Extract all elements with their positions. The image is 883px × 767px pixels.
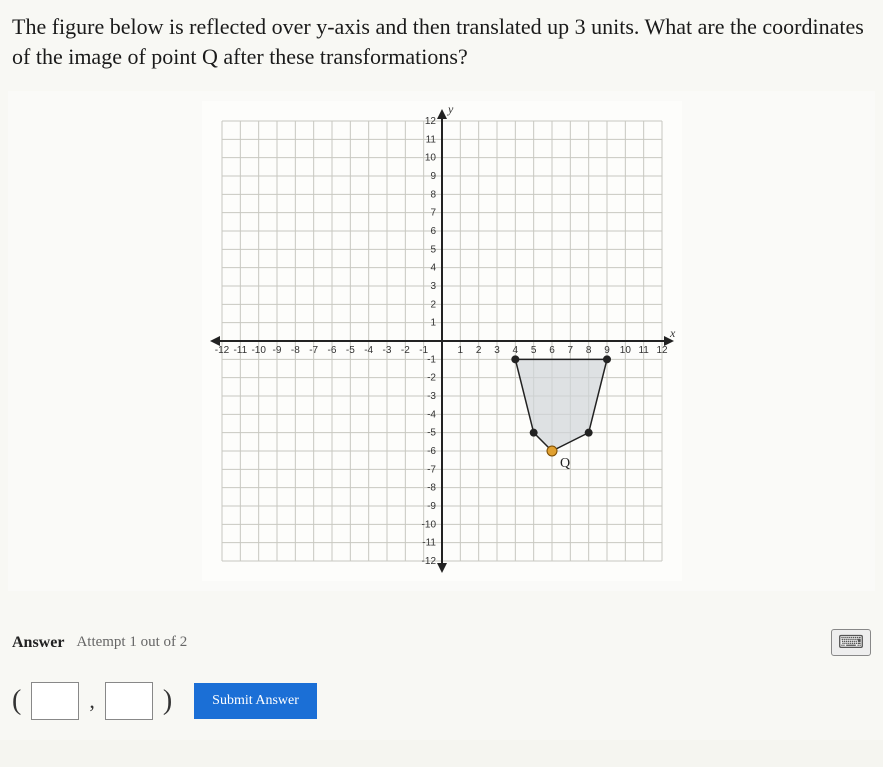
svg-text:7: 7 [430, 208, 436, 219]
open-paren: ( [12, 685, 21, 717]
x-coordinate-input[interactable] [31, 682, 79, 720]
svg-text:-11: -11 [233, 345, 247, 356]
keypad-icon[interactable]: ⌨ [831, 629, 871, 656]
svg-text:-10: -10 [251, 345, 266, 356]
svg-text:3: 3 [430, 281, 436, 292]
x-axis-label: x [669, 326, 676, 340]
svg-text:-3: -3 [427, 391, 436, 402]
graph-container: -12-11-10-9-8-7-6-5-4-3-2-11234567891011… [8, 91, 875, 591]
svg-text:-12: -12 [421, 556, 436, 567]
svg-text:-4: -4 [364, 345, 373, 356]
svg-text:8: 8 [430, 190, 436, 201]
answer-input-row: ( , ) Submit Answer [8, 674, 875, 728]
svg-text:12: 12 [424, 116, 436, 127]
svg-text:9: 9 [604, 345, 610, 356]
svg-text:-7: -7 [427, 465, 436, 476]
svg-text:11: 11 [425, 135, 436, 146]
svg-text:-7: -7 [309, 345, 318, 356]
svg-text:5: 5 [530, 345, 536, 356]
svg-text:-9: -9 [427, 501, 436, 512]
svg-text:-6: -6 [327, 345, 336, 356]
svg-text:9: 9 [430, 171, 436, 182]
svg-text:10: 10 [424, 153, 436, 164]
svg-text:8: 8 [585, 345, 591, 356]
svg-text:4: 4 [512, 345, 518, 356]
svg-text:3: 3 [494, 345, 500, 356]
y-coordinate-input[interactable] [105, 682, 153, 720]
svg-text:-3: -3 [382, 345, 391, 356]
svg-text:-8: -8 [290, 345, 299, 356]
svg-text:10: 10 [619, 345, 631, 356]
svg-text:7: 7 [567, 345, 573, 356]
svg-text:-4: -4 [427, 410, 436, 421]
submit-answer-button[interactable]: Submit Answer [194, 683, 317, 719]
comma: , [89, 688, 95, 714]
svg-text:Q: Q [560, 456, 570, 471]
svg-text:-9: -9 [272, 345, 281, 356]
svg-text:6: 6 [430, 226, 436, 237]
svg-text:2: 2 [430, 300, 436, 311]
answer-row: Answer Attempt 1 out of 2 ⌨ [8, 621, 875, 664]
svg-text:-10: -10 [421, 520, 436, 531]
svg-text:-5: -5 [345, 345, 354, 356]
svg-text:-5: -5 [427, 428, 436, 439]
svg-text:2: 2 [475, 345, 481, 356]
svg-text:12: 12 [656, 345, 668, 356]
svg-text:-1: -1 [427, 355, 436, 366]
svg-text:6: 6 [549, 345, 555, 356]
svg-text:-11: -11 [422, 538, 436, 549]
svg-text:1: 1 [457, 345, 463, 356]
svg-text:11: 11 [638, 345, 649, 356]
svg-text:4: 4 [430, 263, 436, 274]
answer-label: Answer [12, 634, 64, 652]
question-text: The figure below is reflected over y-axi… [8, 12, 875, 71]
svg-text:-2: -2 [400, 345, 409, 356]
coordinate-plane: -12-11-10-9-8-7-6-5-4-3-2-11234567891011… [202, 101, 682, 581]
svg-text:-2: -2 [427, 373, 436, 384]
svg-text:1: 1 [430, 318, 436, 329]
close-paren: ) [163, 685, 172, 717]
attempt-text: Attempt 1 out of 2 [76, 634, 187, 651]
svg-text:-8: -8 [427, 483, 436, 494]
svg-text:5: 5 [430, 245, 436, 256]
svg-text:-6: -6 [427, 446, 436, 457]
svg-text:-12: -12 [214, 345, 229, 356]
y-axis-label: y [447, 102, 454, 116]
